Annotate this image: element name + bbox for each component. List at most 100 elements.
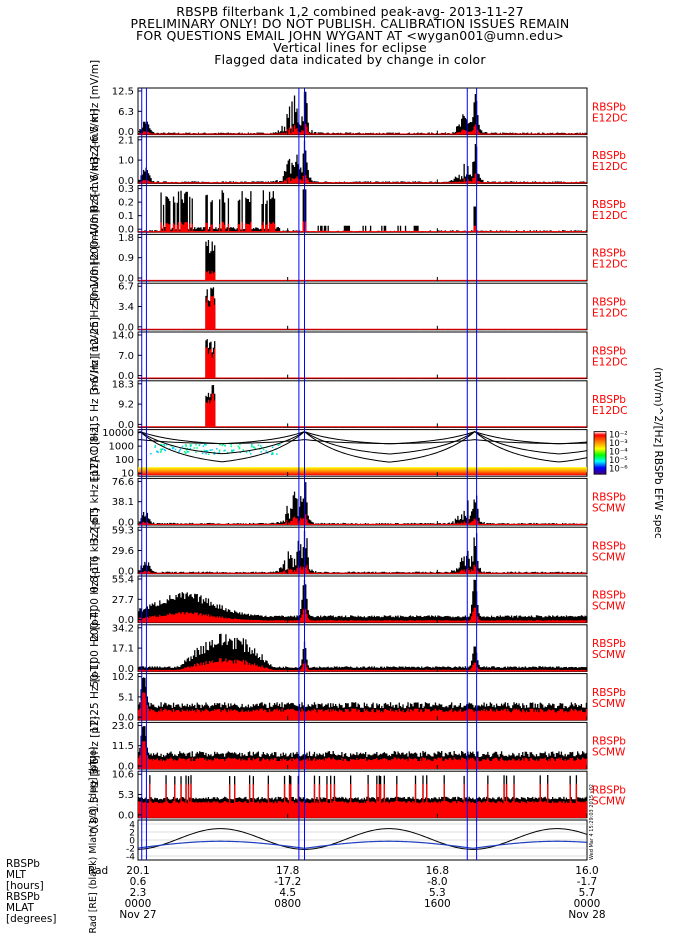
y-tick-label: 0: [129, 837, 135, 847]
spectrogram-cell: [160, 449, 162, 452]
spectrogram-cell: [242, 449, 244, 451]
panel-source-label: E12DC: [592, 308, 627, 320]
spectrogram-cell: [185, 452, 187, 454]
spectrogram-cell: [260, 450, 262, 453]
y-tick-label: 10000: [102, 428, 134, 439]
spectrogram-cell: [223, 450, 225, 452]
spectrogram-cell: [245, 451, 248, 454]
spectrogram-cell: [157, 451, 159, 454]
y-tick-label: 0.0: [118, 810, 134, 821]
panel-source-label: RBSPb: [592, 638, 626, 650]
spectrogram-cell: [189, 445, 192, 448]
y-tick-label: 1.8: [118, 233, 134, 244]
y-tick-label: 10.2: [112, 672, 134, 683]
spectrogram-cell: [160, 443, 162, 446]
panel-source-label: RBSPb: [592, 541, 626, 553]
y-tick-label: 17.1: [112, 644, 134, 655]
spectrogram-cell: [251, 445, 253, 448]
y-tick-label: 0.0: [118, 274, 134, 285]
panel-source-label: RBSPb: [592, 394, 626, 406]
panel-ylabel: 3-6 Hz [mV/m]: [89, 317, 101, 394]
spectrogram-cell: [202, 445, 205, 447]
y-tick-label: 0.0: [118, 762, 134, 773]
panel-flagged-trace: [137, 741, 588, 769]
spectrogram-cell: [190, 444, 193, 446]
spectrogram-cell: [279, 443, 281, 446]
spectrogram-cell: [187, 451, 190, 453]
spectrogram-cell: [189, 444, 192, 446]
y-tick-label: 10.6: [112, 770, 134, 781]
spectrogram-cell: [213, 451, 216, 454]
ephemeris-mlt-value: -8.0: [427, 876, 448, 888]
spectrogram-cell: [230, 443, 232, 446]
spectrogram-cell: [271, 453, 274, 455]
title-line: PRELIMINARY ONLY! DO NOT PUBLISH. CALIBR…: [130, 16, 570, 31]
title-line: Flagged data indicated by change in colo…: [214, 52, 486, 67]
spectrogram-cell: [221, 444, 223, 447]
spectrogram-cell: [172, 446, 174, 449]
ephemeris-mlat-value: 5.3: [429, 887, 446, 899]
spectrogram-cell: [169, 448, 171, 450]
panel-source-label: SCMW: [592, 796, 626, 808]
panel-source-label: RBSPb: [592, 687, 626, 699]
y-tick-label: 0.0: [118, 566, 134, 577]
panel-source-label: SCMW: [592, 552, 626, 564]
spectrogram-cell: [174, 448, 177, 451]
spectrogram-cell: [230, 445, 233, 448]
spectrogram-cell: [253, 446, 255, 449]
y-tick-label: 0.3: [118, 184, 134, 195]
spectrogram-cell: [204, 450, 207, 452]
timestamp-text: Wed Mar 4 15:29:03 2015 v02: [589, 784, 595, 860]
y-tick-label: 6.3: [118, 107, 134, 118]
spectrogram-cell: [163, 445, 166, 447]
panel-source-label: SCMW: [592, 503, 626, 515]
ephemeris-mlt-value: -1.7: [577, 876, 598, 888]
panel-source-label: RBSPb: [592, 150, 626, 162]
panel-ylabel: 50-100 Hz [pT]: [89, 609, 101, 688]
panel-source-label: RBSPb: [592, 199, 626, 211]
spectrogram-cell: [222, 443, 225, 446]
spectrogram-curve: [137, 431, 588, 455]
panel-frame: [137, 87, 588, 136]
spectrogram-cell: [161, 448, 164, 450]
panel-ylabel: 200-400 Hz [mV/m]: [89, 157, 101, 260]
spectrogram-cell: [231, 450, 234, 452]
spectrogram-cell: [163, 448, 166, 451]
spectrogram-cell: [185, 449, 188, 451]
y-tick-label: 3.4: [118, 302, 134, 313]
y-tick-label: 7.0: [118, 351, 134, 362]
x-tick-label: Nov 27: [119, 909, 156, 921]
y-tick-label: 10: [121, 469, 134, 480]
panel-source-label: RBSPb: [592, 589, 626, 601]
spectrogram-cell: [277, 444, 280, 446]
spectrogram-cell: [257, 444, 260, 447]
spectrogram-cell: [150, 452, 152, 455]
panel-ylabel: 200-400 Hz [pT]: [89, 557, 101, 642]
y-tick-label: 100: [115, 455, 134, 466]
ephemeris-row-label: MLAT: [6, 902, 35, 914]
colorbar-tick-label: 10⁻²: [609, 431, 628, 441]
y-tick-label: -4: [126, 853, 135, 863]
colorbar-label: (mV/m)^2/[Hz] RBSPb EFW spec: [652, 367, 664, 539]
panel-ylabel: 3-6 Hz [pT]: [89, 716, 101, 775]
y-tick-label: 0.0: [118, 518, 134, 529]
spectrogram-cell: [189, 447, 192, 450]
y-tick-label: 59.3: [112, 526, 134, 537]
y-tick-label: 34.2: [112, 623, 134, 634]
y-tick-label: 29.6: [112, 546, 134, 557]
y-tick-label: 4: [129, 821, 135, 831]
spectrogram-cell: [248, 450, 251, 453]
y-tick-label: 0.0: [118, 615, 134, 626]
spectrogram-cell: [193, 447, 195, 449]
panel-source-label: RBSPb: [592, 297, 626, 309]
spectrogram-cell: [276, 453, 278, 455]
y-tick-label: 5.3: [118, 790, 134, 801]
y-tick-label: 55.4: [112, 575, 134, 586]
y-tick-label: 0.0: [118, 371, 134, 382]
panel-frame: [137, 526, 588, 575]
ephemeris-row-label: MLT: [6, 869, 26, 881]
panel-ylabel: 50-100 Hz [mV/m]: [89, 209, 101, 306]
spectrogram-cell: [154, 444, 157, 447]
spectrogram-cell: [224, 449, 226, 452]
